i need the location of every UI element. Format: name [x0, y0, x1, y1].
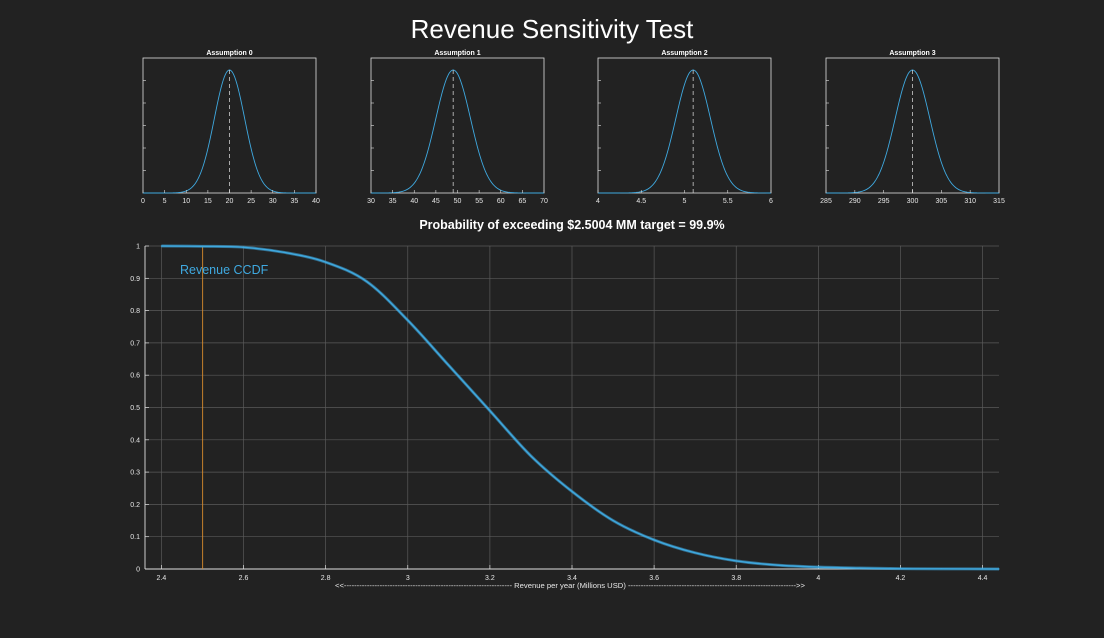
x-tick-label: 6	[769, 198, 773, 205]
x-tick-label: 315	[993, 198, 1005, 205]
y-tick-label: 0.9	[130, 276, 140, 283]
y-tick-label: 0.4	[130, 437, 140, 444]
assumption-panel-2: Assumption 2 4 4.5 5 5.5 6	[596, 50, 773, 205]
ccdf-point	[448, 364, 450, 367]
x-tick-label: 40	[312, 198, 320, 205]
main-chart-title: Probability of exceeding $2.5004 MM targ…	[419, 218, 724, 232]
x-tick-label: 4.2	[896, 575, 906, 582]
ccdf-point	[653, 539, 655, 541]
ccdf-point	[407, 319, 409, 321]
figure-title: Revenue Sensitivity Test	[411, 14, 695, 44]
ccdf-point	[998, 568, 1000, 570]
ccdf-point	[283, 251, 286, 254]
ccdf-point	[242, 246, 245, 248]
x-tick-label: 3.4	[567, 575, 577, 582]
x-tick-label: 50	[454, 198, 462, 205]
x-tick-label: 2.6	[239, 575, 249, 582]
x-tick-label: 40	[410, 198, 418, 205]
x-tick-label: 35	[389, 198, 397, 205]
x-tick-label: 45	[432, 198, 440, 205]
x-tick-label: 4	[596, 198, 600, 205]
y-tick-label: 0.8	[130, 308, 140, 315]
x-tick-label: 3	[406, 575, 410, 582]
density-curve	[598, 69, 772, 194]
ccdf-point	[160, 245, 163, 247]
y-tick-label: 1	[136, 244, 140, 251]
x-tick-label: 4.4	[978, 575, 988, 582]
assumption-panel-0: Assumption 0 0 5 10 15 20 25 30 35 40	[141, 50, 320, 205]
ccdf-point	[489, 410, 491, 412]
ccdf-point	[366, 280, 368, 283]
x-tick-label: 290	[849, 198, 861, 205]
x-tick-label: 5	[163, 198, 167, 205]
ccdf-point	[940, 568, 943, 570]
x-tick-label: 15	[204, 198, 212, 205]
ccdf-point	[899, 568, 902, 570]
x-tick-label: 3.8	[731, 575, 741, 582]
ccdf-point	[858, 567, 861, 569]
y-tick-label: 0.7	[130, 340, 140, 347]
x-tick-label: 3.6	[649, 575, 659, 582]
y-tick-label: 0.5	[130, 405, 140, 412]
legend-entry: Revenue CCDF	[180, 263, 269, 277]
x-tick-label: 305	[935, 198, 947, 205]
panel-title: Assumption 1	[434, 50, 480, 57]
x-tick-label: 5	[683, 198, 687, 205]
assumption-panel-3: Assumption 3 285 290 295 300 305 310 315	[820, 50, 1005, 205]
x-tick-label: 310	[964, 198, 976, 205]
x-tick-label: 4	[816, 575, 820, 582]
ccdf-point	[612, 519, 614, 522]
x-tick-label: 30	[269, 198, 277, 205]
y-tick-label: 0	[136, 567, 140, 574]
main-chart: Probability of exceeding $2.5004 MM targ…	[130, 218, 1000, 590]
x-tick-label: 20	[226, 198, 234, 205]
ccdf-point	[201, 245, 204, 247]
x-tick-label: 25	[247, 198, 255, 205]
y-tick-label: 0.1	[130, 534, 140, 541]
ccdf-point	[325, 261, 327, 263]
ccdf-point	[571, 490, 573, 493]
x-tick-label: 5.5	[723, 198, 733, 205]
x-tick-label: 35	[290, 198, 298, 205]
x-axis-label: <<--------------------------------------…	[335, 583, 805, 590]
panel-title: Assumption 2	[661, 50, 707, 57]
ccdf-point	[776, 564, 778, 566]
x-tick-label: 285	[820, 198, 832, 205]
x-tick-label: 60	[497, 198, 505, 205]
x-tick-label: 30	[367, 198, 375, 205]
y-tick-label: 0.3	[130, 470, 140, 477]
x-tick-label: 70	[540, 198, 548, 205]
panel-title: Assumption 3	[889, 50, 935, 57]
ccdf-point	[735, 560, 737, 562]
y-tick-label: 0.2	[130, 502, 140, 509]
x-tick-label: 65	[518, 198, 526, 205]
x-tick-label: 10	[182, 198, 190, 205]
ccdf-point	[530, 455, 532, 457]
x-tick-label: 3.2	[485, 575, 495, 582]
x-tick-label: 2.4	[157, 575, 167, 582]
y-tick-label: 0.6	[130, 373, 140, 380]
x-tick-label: 300	[907, 198, 919, 205]
assumption-panel-1: Assumption 1 30 35 40 45 50 55 60 65 70	[367, 50, 548, 205]
x-tick-label: 0	[141, 198, 145, 205]
x-tick-label: 55	[475, 198, 483, 205]
density-curve	[371, 69, 544, 194]
ccdf-point	[694, 552, 696, 554]
x-tick-label: 4.5	[636, 198, 646, 205]
ccdf-point	[817, 566, 819, 568]
x-tick-label: 2.8	[321, 575, 331, 582]
panel-title: Assumption 0	[206, 50, 252, 57]
x-tick-label: 295	[878, 198, 890, 205]
